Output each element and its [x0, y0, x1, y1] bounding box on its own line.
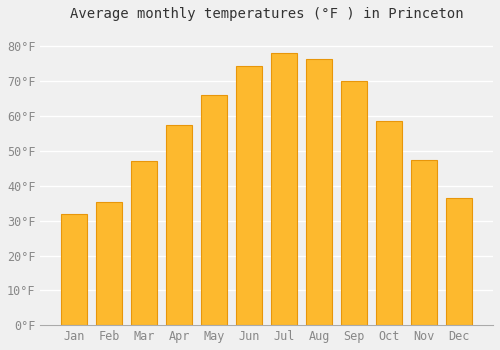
Bar: [376, 121, 402, 325]
Bar: [96, 202, 122, 325]
Bar: [131, 161, 157, 325]
Bar: [61, 214, 87, 325]
Title: Average monthly temperatures (°F ) in Princeton: Average monthly temperatures (°F ) in Pr…: [70, 7, 464, 21]
Bar: [166, 125, 192, 325]
Bar: [271, 54, 297, 325]
Bar: [306, 59, 332, 325]
Bar: [236, 66, 262, 325]
Bar: [446, 198, 472, 325]
Bar: [341, 81, 367, 325]
Bar: [201, 95, 228, 325]
Bar: [411, 160, 438, 325]
